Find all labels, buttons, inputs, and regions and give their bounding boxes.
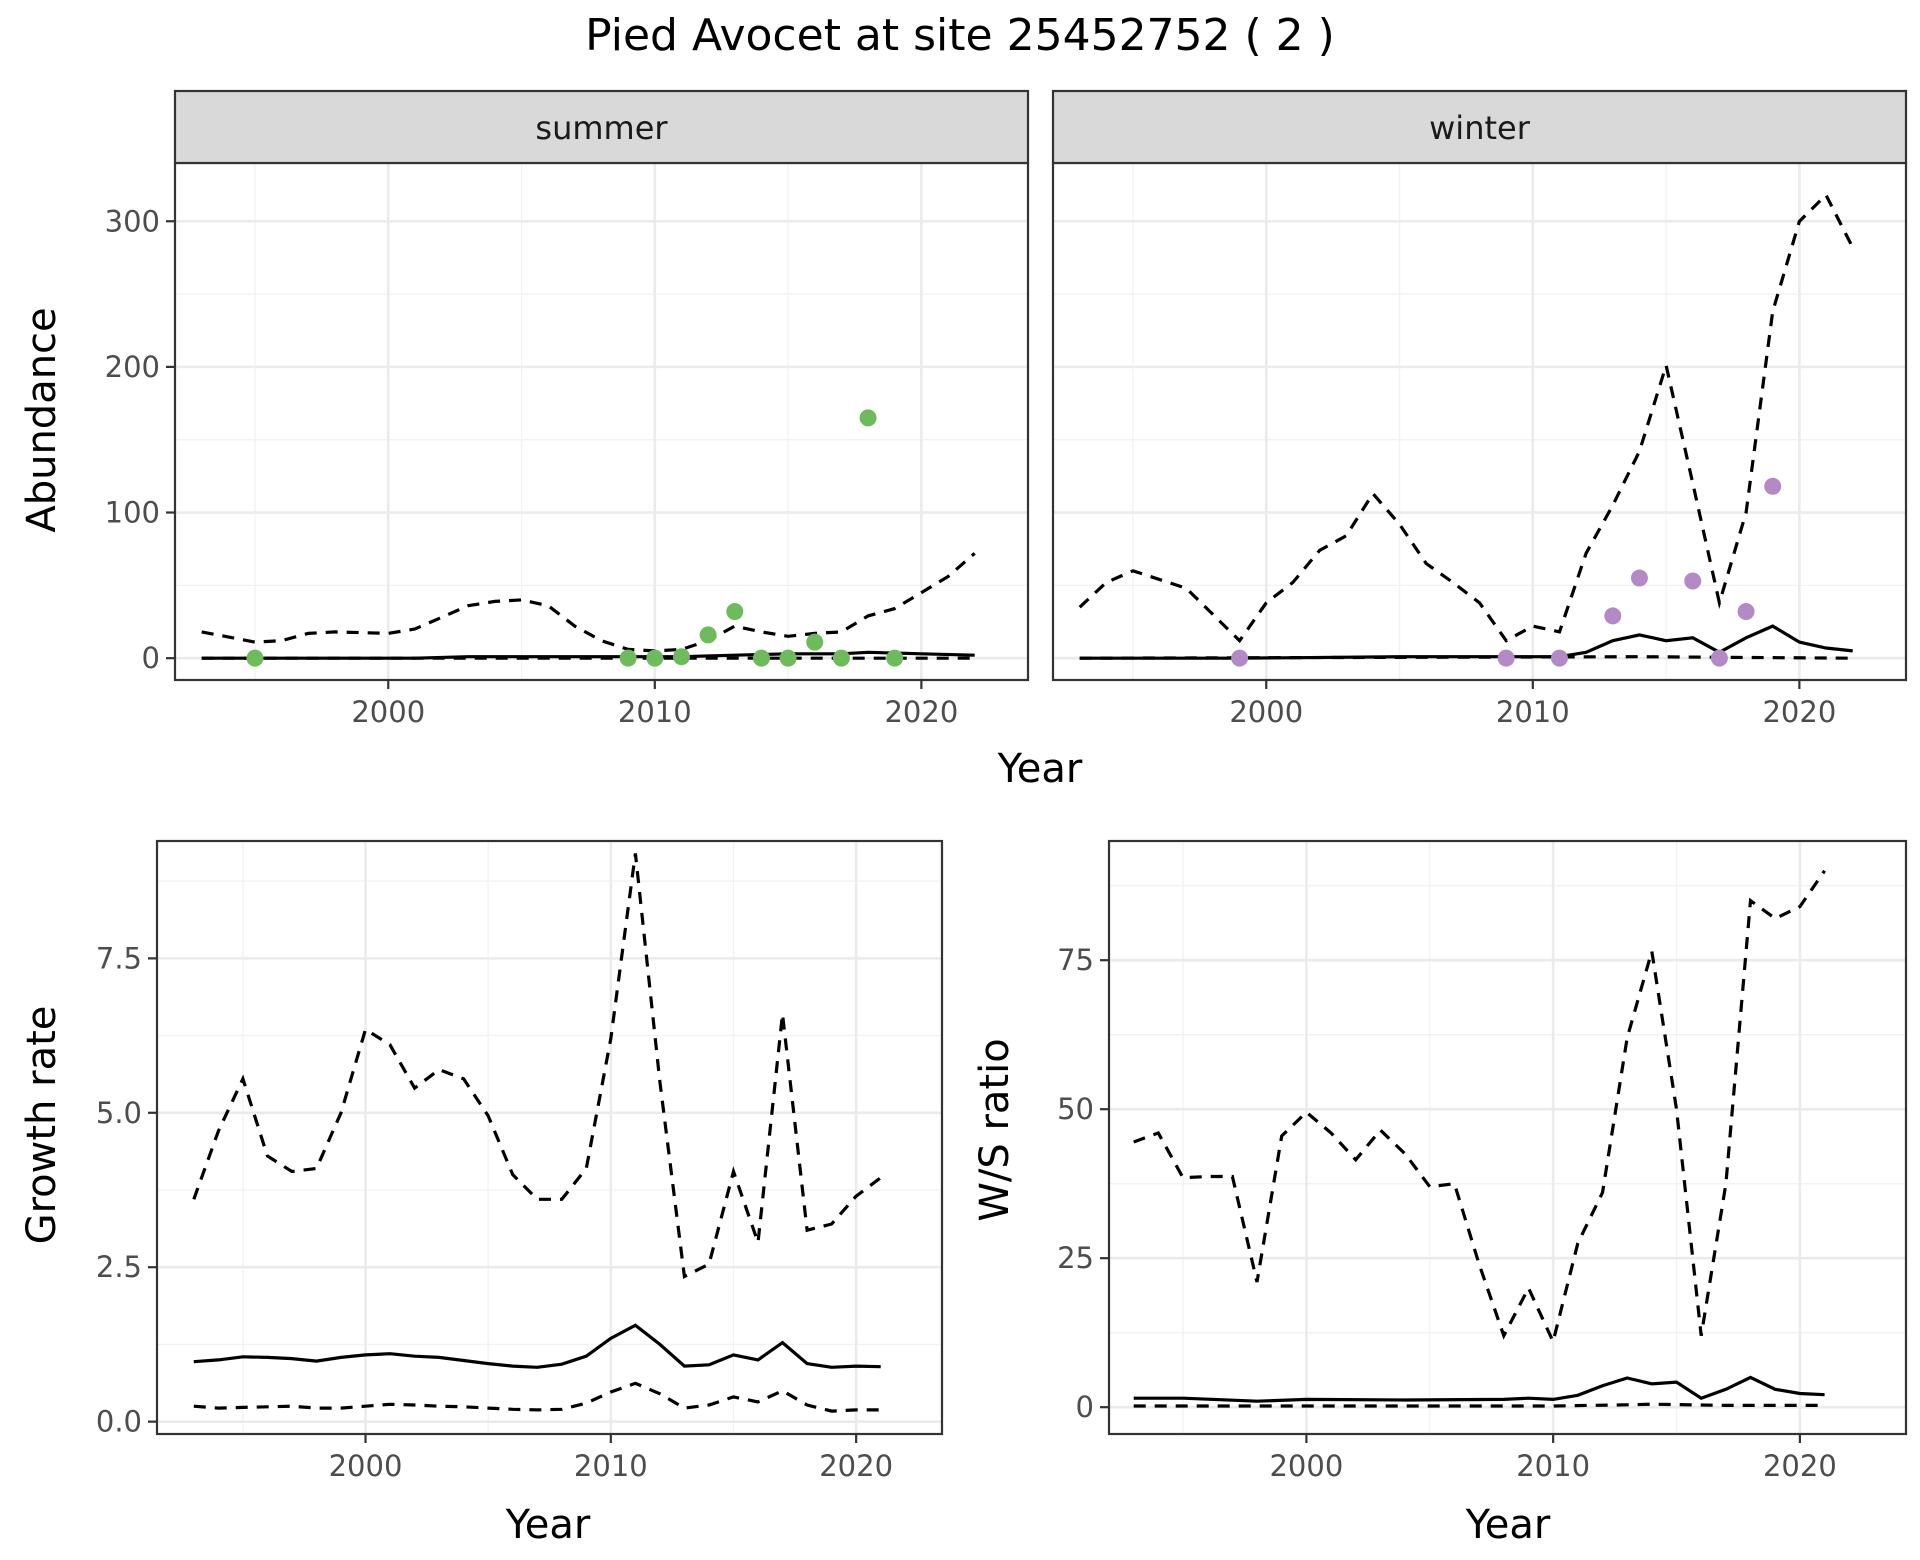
- winter-x-tick-label: 2020: [1762, 695, 1836, 729]
- summer-x-tick-label: 2000: [351, 695, 425, 729]
- summer-y-tick-label: 100: [105, 496, 160, 530]
- winter-data-point: [1604, 607, 1622, 625]
- summer-data-point: [859, 409, 877, 427]
- summer-data-point: [779, 649, 797, 667]
- winter-series-2-dashed-line: [1078, 192, 1855, 644]
- summer-panel-border: [173, 161, 1030, 682]
- summer-strip-label: summer: [535, 109, 668, 147]
- winter-data-point: [1630, 569, 1648, 587]
- winter-series-1-solid-line: [1079, 624, 1853, 660]
- abundance-y-axis-title: Abundance: [19, 307, 65, 532]
- ws-ratio-y-tick-label: 75: [1057, 943, 1094, 977]
- summer-data-point: [619, 649, 637, 667]
- winter-data-point: [1550, 649, 1568, 667]
- ws-ratio-series-2-dashed-line: [1133, 869, 1826, 1347]
- facet-winter: 2000 2010 2020 winter: [1051, 89, 1908, 729]
- summer-data-point: [726, 603, 744, 621]
- ws-ratio-y-tick-label: 0: [1076, 1390, 1094, 1424]
- growth-rate-x-tick-label: 2000: [329, 1449, 403, 1483]
- summer-data-point: [832, 649, 850, 667]
- summer-data-point: [752, 649, 770, 667]
- summer-y-tick-label: 200: [105, 350, 160, 384]
- winter-data-point: [1231, 649, 1249, 667]
- ws-ratio-series-1-solid-line: [1133, 1375, 1825, 1403]
- winter-x-tick-label: 2000: [1229, 695, 1303, 729]
- summer-y-tick-label: 0: [142, 641, 160, 675]
- ws-ratio-x-axis-title: Year: [1465, 1502, 1551, 1548]
- growth-rate-y-tick-label: 5.0: [96, 1096, 142, 1130]
- summer-data-point: [246, 649, 264, 667]
- growth-rate-y-tick-label: 0.0: [96, 1405, 142, 1439]
- ws-ratio-x-tick-label: 2000: [1269, 1449, 1343, 1483]
- winter-data-point: [1684, 572, 1702, 590]
- winter-x-tick-label: 2010: [1496, 695, 1570, 729]
- ws-ratio-x-tick-label: 2020: [1763, 1449, 1837, 1483]
- growth-rate-y-tick-label: 7.5: [96, 941, 142, 975]
- winter-strip-label: winter: [1429, 109, 1531, 147]
- page-title: Pied Avocet at site 25452752 ( 2 ): [585, 10, 1335, 61]
- summer-x-tick-label: 2020: [884, 695, 958, 729]
- summer-data-point: [886, 649, 904, 667]
- ws-ratio-y-axis-title: W/S ratio: [972, 1038, 1018, 1221]
- winter-data-point: [1710, 649, 1728, 667]
- summer-data-point: [806, 633, 824, 651]
- growth-rate-series-2-dashed-line: [192, 853, 882, 1279]
- winter-strip: [1051, 89, 1908, 165]
- growth-rate-chart: Year Growth rate 2000 2010 2020 0.0 2.5 5.0 7.…: [19, 839, 944, 1548]
- growth-rate-series-3-dashed-line: [193, 1381, 881, 1413]
- summer-x-tick-label: 2010: [618, 695, 692, 729]
- growth-rate-y-axis-title: Growth rate: [19, 1006, 65, 1245]
- ws-ratio-y-tick-label: 50: [1057, 1092, 1094, 1126]
- ws-ratio-panel-border: [1107, 839, 1908, 1436]
- ws-ratio-x-tick-label: 2010: [1516, 1449, 1590, 1483]
- summer-data-point: [646, 649, 664, 667]
- ws-ratio-chart: Year W/S ratio 2000 2010 2020 0 25 50 75: [972, 839, 1908, 1548]
- summer-series-2-dashed-line: [201, 552, 976, 653]
- ws-ratio-series-3-dashed-line: [1133, 1402, 1825, 1408]
- ws-ratio-y-tick-label: 25: [1057, 1241, 1094, 1275]
- growth-rate-x-tick-label: 2020: [819, 1449, 893, 1483]
- growth-rate-x-tick-label: 2010: [574, 1449, 648, 1483]
- abundance-x-axis-title: Year: [997, 746, 1083, 792]
- winter-data-point: [1737, 603, 1755, 621]
- growth-rate-x-axis-title: Year: [505, 1502, 591, 1548]
- summer-strip: [173, 89, 1030, 165]
- summer-data-point: [699, 626, 717, 644]
- winter-data-point: [1764, 477, 1782, 495]
- growth-rate-series-1-solid-line: [193, 1323, 881, 1369]
- winter-series-3-dashed-line: [1079, 655, 1853, 660]
- summer-y-tick-label: 300: [105, 204, 160, 238]
- growth-rate-y-tick-label: 2.5: [96, 1250, 142, 1284]
- growth-rate-panel-border: [155, 839, 944, 1436]
- facet-summer: 2000 2010 2020 0 100 200 300 summer: [105, 89, 1030, 729]
- abundance-chart: 2000 2010 2020 0 100 200 300 summer 2000 2010 202…: [19, 89, 1908, 792]
- summer-data-point: [672, 648, 690, 666]
- winter-data-point: [1497, 649, 1515, 667]
